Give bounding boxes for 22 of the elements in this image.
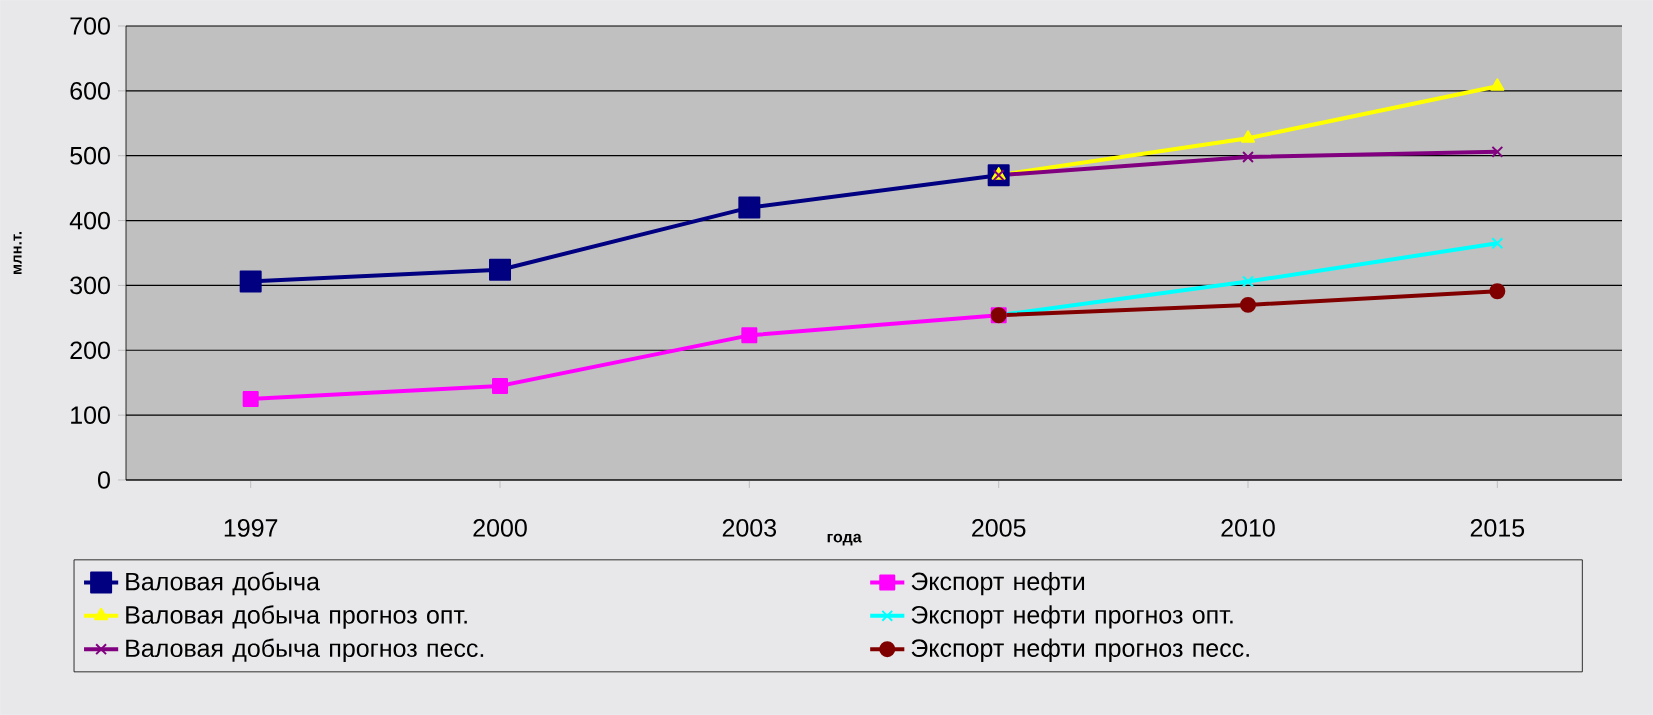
x-tick-label: 2005 xyxy=(972,519,1026,537)
y-tick-label: 500 xyxy=(70,146,110,165)
y-tick-label: 200 xyxy=(70,341,110,360)
legend-label: Валовая добыча прогноз опт. xyxy=(126,605,467,629)
y-tick-label: 100 xyxy=(71,406,110,424)
x-tick-label: 2015 xyxy=(1470,519,1525,537)
legend-label: Валовая добыча xyxy=(126,571,320,596)
legend-label: Валовая добыча прогноз песс. xyxy=(126,638,484,663)
x-tick-label: 2003 xyxy=(722,519,777,537)
y-axis-title: млн.т. xyxy=(13,231,22,274)
y-tick-label: 300 xyxy=(70,276,110,295)
x-tick-label: 1997 xyxy=(224,519,278,537)
y-tick-label: 0 xyxy=(98,471,110,489)
legend-label: Экспорт нефти прогноз опт. xyxy=(911,605,1233,629)
legend-label: Экспорт нефти xyxy=(911,571,1085,596)
x-axis-title: года xyxy=(827,533,862,546)
y-tick-label: 400 xyxy=(69,211,110,230)
x-tick-label: 2000 xyxy=(473,519,527,537)
y-tick-label: 600 xyxy=(70,82,110,100)
y-tick-label: 700 xyxy=(70,17,110,35)
legend-label: Экспорт нефти прогноз песс. xyxy=(911,638,1249,662)
x-tick-label: 2010 xyxy=(1221,519,1275,537)
